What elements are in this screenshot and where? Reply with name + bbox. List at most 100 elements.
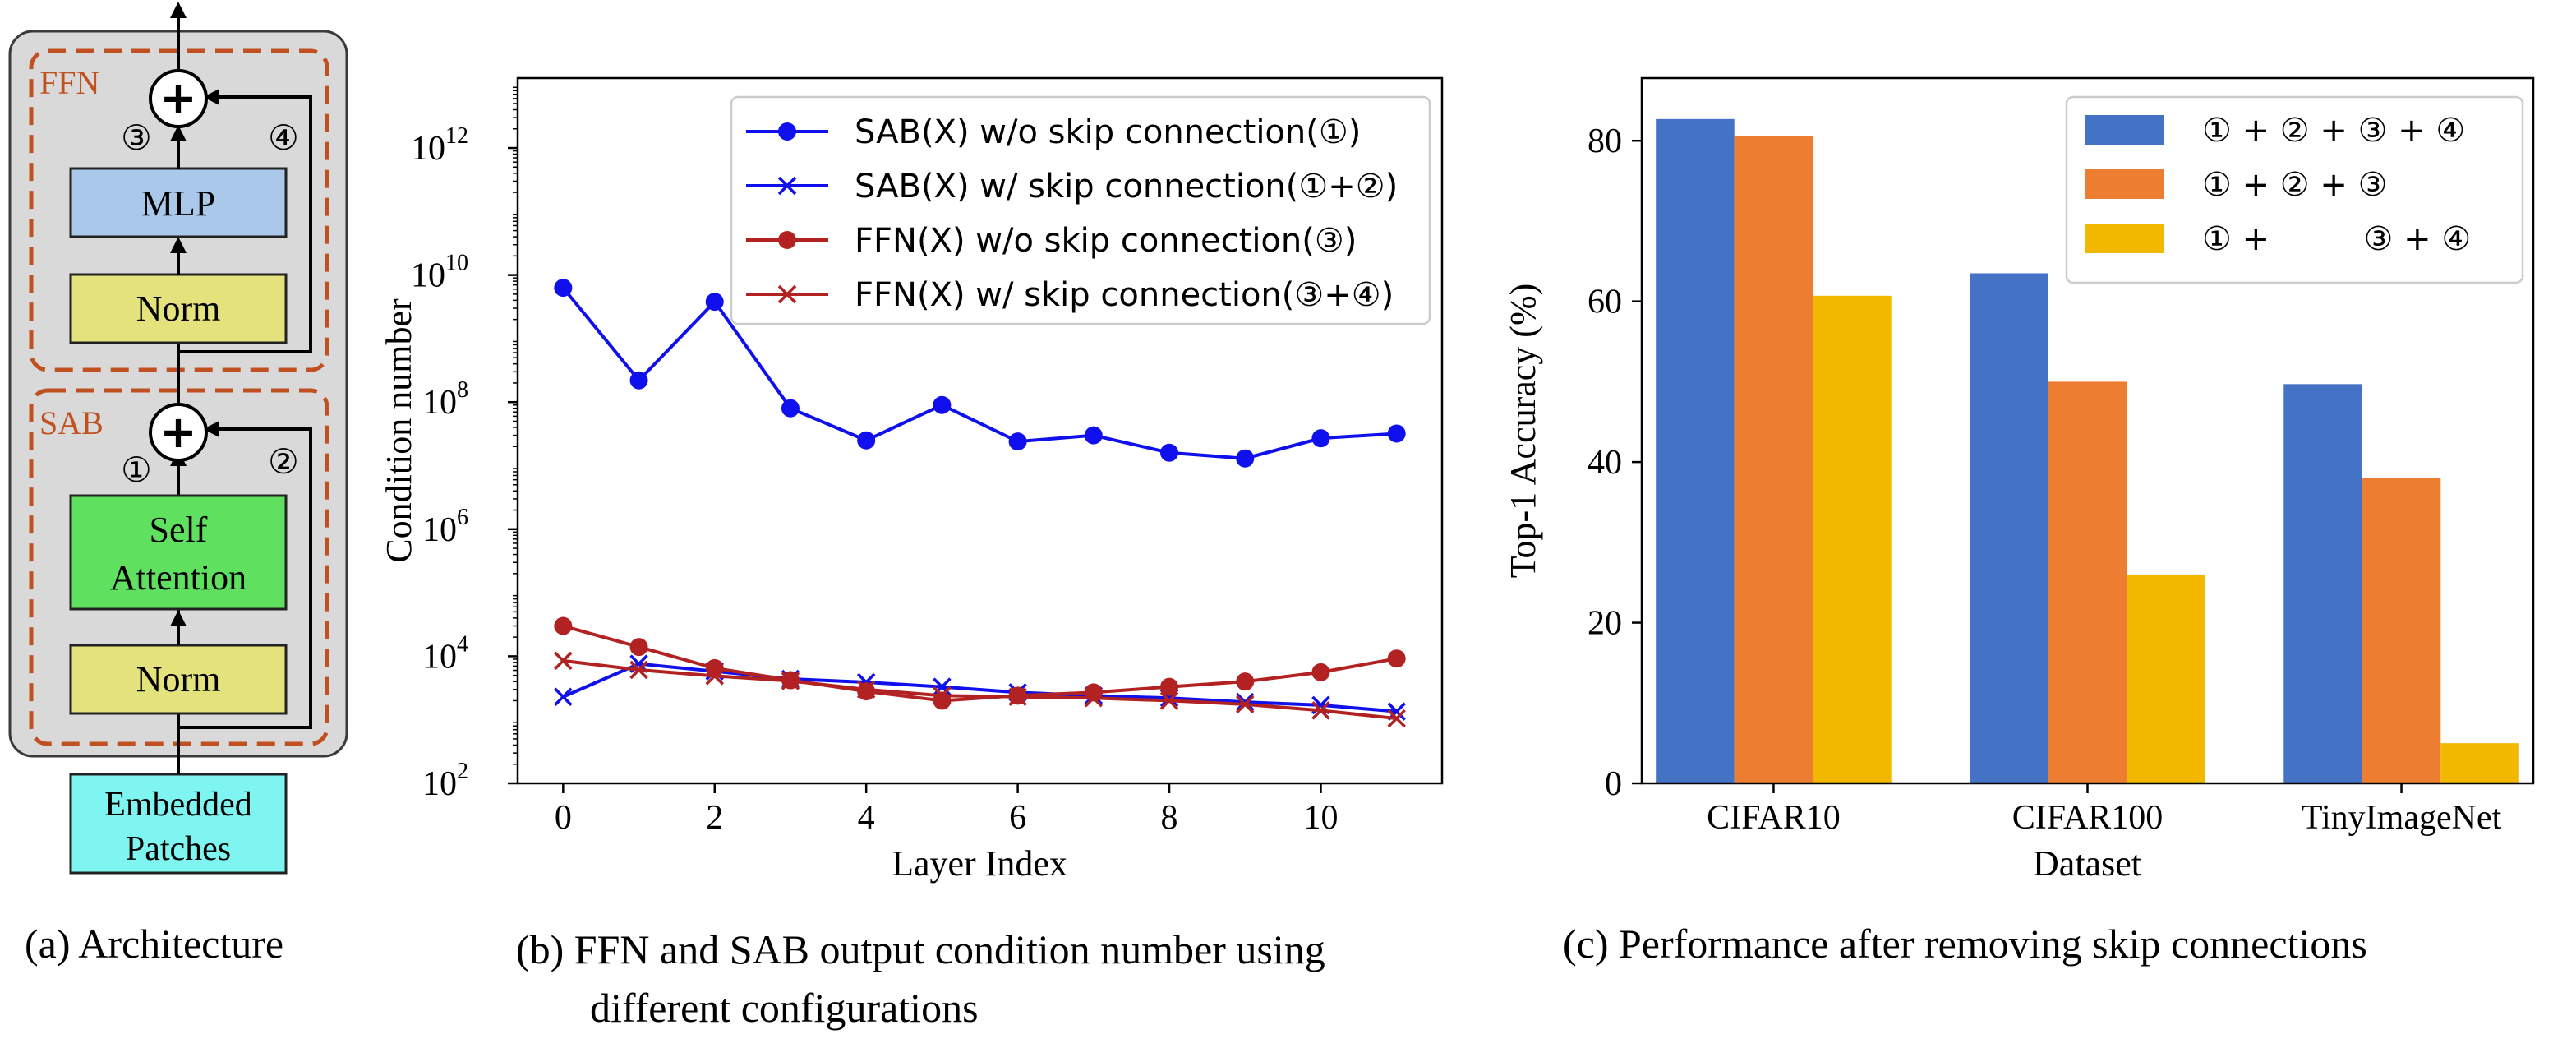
line-y-tick-label: 102 <box>422 759 468 803</box>
line-legend-marker <box>777 284 797 304</box>
line-data-point <box>1387 709 1406 728</box>
line-data-point <box>705 293 724 312</box>
line-data-point <box>1160 677 1179 696</box>
norm-bottom-label: Norm <box>136 659 221 699</box>
line-legend-item: FFN(X) w/o skip connection(③) <box>746 222 1357 260</box>
line-series-path <box>563 658 1397 721</box>
bar <box>1734 136 1813 783</box>
bar-y-tick-label: 20 <box>1588 605 1622 643</box>
line-legend-item: SAB(X) w/ skip connection(①+②) <box>746 168 1398 205</box>
mlp-label: MLP <box>141 183 215 224</box>
bar-chart-legend: ① + ② + ③ + ④ ① + ② + ③ ① + ③ + ④ <box>2065 95 2524 284</box>
line-legend-marker <box>777 176 797 196</box>
bar-chart-caption: (c) Performance after removing skip conn… <box>1563 921 2367 967</box>
bar-chart-bars <box>1656 118 2519 784</box>
bar-y-tick-label: 80 <box>1588 122 1622 160</box>
bar-legend-label: ① + ② + ③ <box>2202 166 2387 204</box>
bar-legend-box <box>2065 95 2524 284</box>
line-data-point <box>933 677 952 696</box>
embedded-patches-label-line2: Patches <box>126 830 231 868</box>
line-data-point <box>1084 426 1103 445</box>
line-data-point <box>781 672 800 690</box>
norm-block-bottom <box>69 644 288 715</box>
bar-x-tick-label: TinyImageNet <box>2302 799 2502 837</box>
line-data-point <box>1084 688 1104 708</box>
line-data-point <box>1311 701 1330 720</box>
line-data-point <box>1159 691 1179 710</box>
line-data-point <box>1311 663 1330 681</box>
bar-legend-swatch <box>2085 115 2164 145</box>
bar <box>2127 574 2205 783</box>
bar-legend-swatch <box>2085 169 2164 199</box>
line-series-1 <box>554 654 1406 721</box>
self-attention-label-line1: Self <box>150 510 208 550</box>
line-chart-x-ticks: 0 2 4 6 8 10 <box>555 783 1338 837</box>
line-x-tick-label: 8 <box>1161 799 1178 837</box>
line-data-point <box>554 651 573 671</box>
line-data-point <box>554 616 573 635</box>
line-data-point <box>629 371 648 390</box>
line-y-tick-label: 1010 <box>411 251 468 295</box>
bar-y-tick-label: 60 <box>1588 284 1622 321</box>
marker-2: ② <box>268 441 299 482</box>
bar-legend-label: ① + ② + ③ + ④ <box>2202 112 2465 150</box>
line-data-point <box>933 686 952 705</box>
line-series-3 <box>554 651 1406 728</box>
line-series-path <box>562 662 1397 713</box>
norm-top-label: Norm <box>136 289 221 329</box>
self-attention-label-line2: Attention <box>110 557 247 598</box>
bar <box>2362 478 2441 783</box>
bar-legend-item: ① + ② + ③ + ④ <box>2085 112 2465 150</box>
marker-1: ① <box>121 450 152 490</box>
line-legend-label: SAB(X) w/ skip connection(①+②) <box>855 168 1398 205</box>
embedded-patches-block <box>69 773 288 875</box>
line-x-tick-label: 6 <box>1009 799 1026 837</box>
line-x-tick-label: 0 <box>555 799 572 837</box>
line-legend-label: FFN(X) w/ skip connection(③+④) <box>855 276 1394 314</box>
bar-y-tick-label: 0 <box>1605 765 1622 803</box>
line-chart-caption-line2: different configurations <box>590 985 979 1031</box>
ffn-skip-connection <box>178 89 312 353</box>
line-legend-label: FFN(X) w/o skip connection(③) <box>855 222 1357 260</box>
condition-number-chart: 0 2 4 6 8 10 102 104 106 108 1010 1012 Layer Index… <box>379 76 1444 1031</box>
self-attention-block <box>69 494 288 611</box>
bar <box>2283 384 2362 783</box>
line-y-tick-label: 108 <box>422 377 468 422</box>
architecture-caption: (a) Architecture <box>25 921 283 967</box>
bar-chart-y-label: Top-1 Accuracy (%) <box>1503 284 1543 579</box>
bar <box>2440 743 2519 783</box>
line-data-point <box>1008 432 1027 451</box>
line-data-point <box>856 680 876 699</box>
line-data-point <box>629 660 648 680</box>
sab-skip-connection <box>178 421 312 729</box>
line-data-point <box>1311 429 1330 448</box>
line-legend-box <box>730 95 1431 325</box>
line-data-point <box>1236 692 1255 712</box>
marker-3: ③ <box>121 118 152 158</box>
line-data-point <box>554 687 573 706</box>
line-data-point <box>554 279 573 298</box>
line-chart-series <box>554 279 1406 728</box>
ffn-add-symbol: + <box>159 72 196 124</box>
line-data-point <box>705 667 724 686</box>
line-data-point <box>1387 649 1406 668</box>
line-data-point <box>1236 449 1255 468</box>
line-data-point <box>629 638 648 657</box>
bar-y-tick-label: 40 <box>1588 444 1622 482</box>
accuracy-bar-chart: CIFAR10 CIFAR100 TinyImageNet 0 20 40 60 80 Da… <box>1503 76 2535 967</box>
line-data-point <box>781 399 800 418</box>
line-data-point <box>1160 443 1179 462</box>
bar-chart-x-label: Dataset <box>2033 843 2141 884</box>
bar <box>1970 273 2048 783</box>
bar <box>2048 381 2127 783</box>
bar-legend-swatch <box>2085 224 2164 253</box>
bar-legend-item: ① + ③ + ④ <box>2085 220 2471 258</box>
line-data-point <box>857 431 876 450</box>
line-data-point <box>1236 672 1255 691</box>
bar-x-tick-label: CIFAR100 <box>2012 799 2164 837</box>
line-chart-plot-area <box>516 76 1444 785</box>
norm-block-top <box>69 273 288 344</box>
bar-chart-y-ticks: 0 20 40 60 80 <box>1588 122 1642 803</box>
mlp-block <box>69 167 288 238</box>
